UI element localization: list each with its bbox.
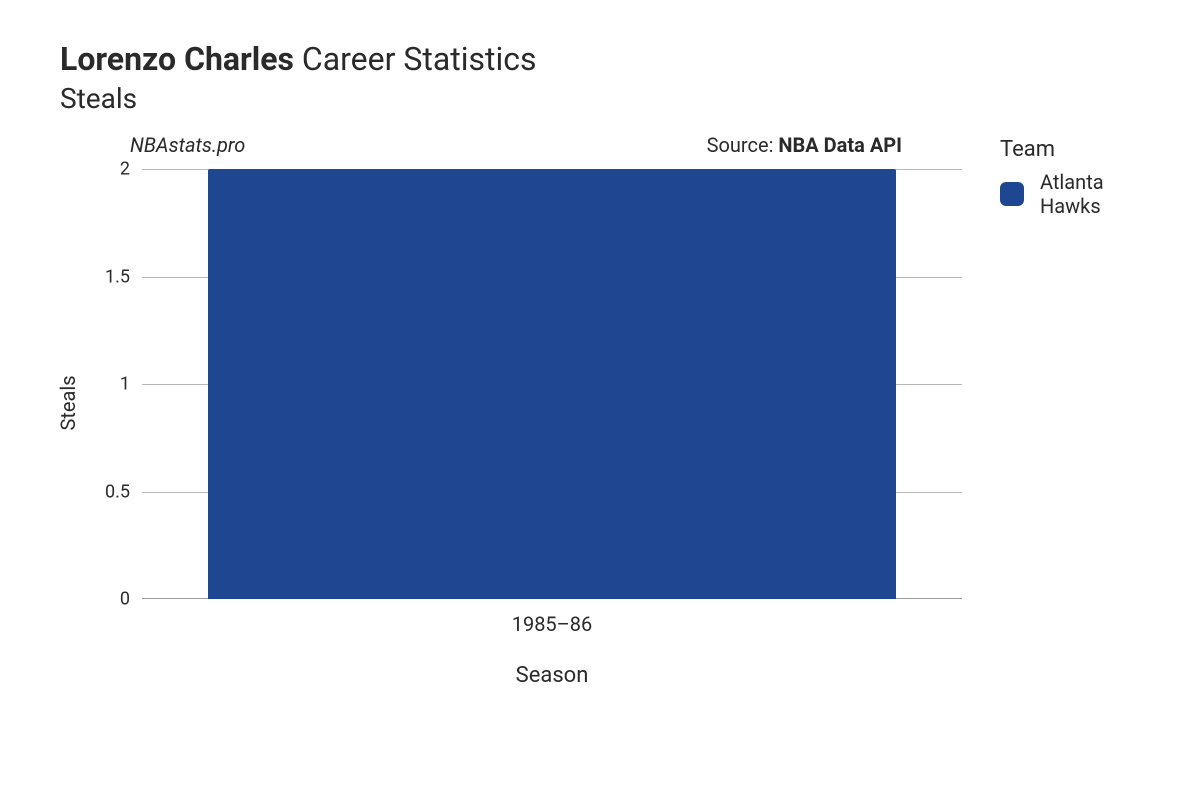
- x-tick-label: 1985–86: [512, 612, 593, 636]
- annotation-row: NBAstats.pro Source: NBA Data API: [60, 133, 910, 157]
- plot-area: Steals 00.511.521985–86 Season: [60, 163, 970, 643]
- chart-container: Lorenzo Charles Career Statistics Steals…: [0, 0, 1200, 683]
- chart-column: NBAstats.pro Source: NBA Data API Steals…: [60, 133, 970, 643]
- chart-title-line1: Lorenzo Charles Career Statistics: [60, 40, 1140, 78]
- y-axis-label: Steals: [56, 375, 80, 430]
- y-tick-label: 1: [120, 374, 130, 395]
- chart-row: NBAstats.pro Source: NBA Data API Steals…: [60, 133, 1140, 643]
- site-credit: NBAstats.pro: [120, 133, 245, 157]
- x-axis-label: Season: [142, 663, 962, 688]
- chart-subtitle: Steals: [60, 82, 1140, 115]
- y-tick-label: 0: [120, 589, 130, 610]
- legend-item: Atlanta Hawks: [1000, 170, 1140, 218]
- legend-label: Atlanta Hawks: [1040, 170, 1140, 218]
- source-credit: Source: NBA Data API: [707, 133, 910, 157]
- source-name: NBA Data API: [778, 133, 902, 157]
- y-tick-label: 2: [120, 159, 130, 180]
- legend-items: Atlanta Hawks: [1000, 170, 1140, 218]
- y-tick-label: 1.5: [105, 266, 130, 287]
- legend-title: Team: [1000, 137, 1140, 162]
- legend-swatch: [1000, 182, 1024, 206]
- bar: [208, 169, 897, 599]
- legend: Team Atlanta Hawks: [1000, 137, 1140, 224]
- player-name: Lorenzo Charles: [60, 40, 294, 78]
- source-prefix: Source:: [707, 133, 779, 157]
- plot-inner: 00.511.521985–86: [142, 169, 962, 599]
- title-suffix: Career Statistics: [294, 40, 537, 78]
- y-tick-label: 0.5: [105, 481, 130, 502]
